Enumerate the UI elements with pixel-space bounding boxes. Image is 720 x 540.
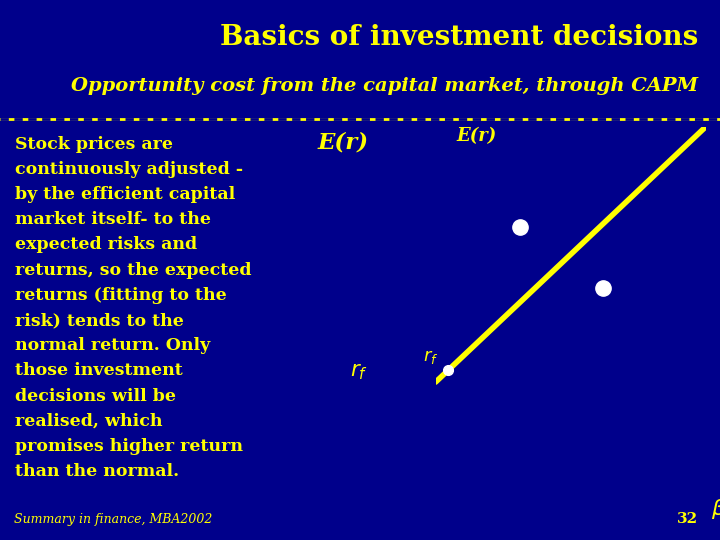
Text: 32: 32 bbox=[678, 512, 698, 526]
Text: expected risks and: expected risks and bbox=[15, 237, 197, 253]
Text: $r_f$: $r_f$ bbox=[423, 348, 438, 366]
Text: market itself- to the: market itself- to the bbox=[15, 211, 212, 228]
Text: continuously adjusted -: continuously adjusted - bbox=[15, 161, 243, 178]
Text: those investment: those investment bbox=[15, 362, 183, 379]
Text: by the efficient capital: by the efficient capital bbox=[15, 186, 235, 203]
Text: Summary in finance, MBA2002: Summary in finance, MBA2002 bbox=[14, 512, 213, 526]
Text: Stock prices are: Stock prices are bbox=[15, 136, 174, 152]
Text: normal return. Only: normal return. Only bbox=[15, 337, 211, 354]
Text: Opportunity cost from the capital market, through CAPM: Opportunity cost from the capital market… bbox=[71, 77, 698, 96]
Text: promises higher return: promises higher return bbox=[15, 438, 243, 455]
Text: E(r): E(r) bbox=[456, 127, 496, 145]
Text: E(r): E(r) bbox=[318, 132, 369, 154]
Text: $r_f$: $r_f$ bbox=[351, 361, 369, 382]
Text: returns (fitting to the: returns (fitting to the bbox=[15, 287, 227, 303]
Text: $\beta$: $\beta$ bbox=[711, 497, 720, 521]
Text: risk) tends to the: risk) tends to the bbox=[15, 312, 184, 329]
Text: than the normal.: than the normal. bbox=[15, 463, 179, 480]
Text: realised, which: realised, which bbox=[15, 413, 163, 430]
Text: decisions will be: decisions will be bbox=[15, 388, 176, 404]
Text: returns, so the expected: returns, so the expected bbox=[15, 261, 252, 279]
Text: Basics of investment decisions: Basics of investment decisions bbox=[220, 24, 698, 51]
